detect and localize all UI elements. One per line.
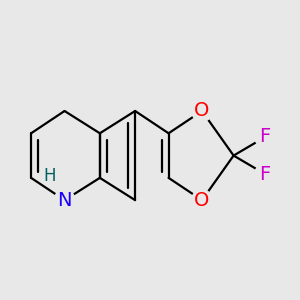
Circle shape (192, 100, 212, 122)
Text: N: N (57, 191, 72, 210)
Circle shape (54, 190, 75, 211)
Circle shape (255, 164, 276, 184)
Text: O: O (194, 191, 210, 210)
Text: O: O (194, 101, 210, 121)
Text: F: F (260, 128, 271, 146)
Circle shape (192, 190, 212, 211)
Circle shape (255, 127, 276, 147)
Text: H: H (44, 167, 56, 185)
Text: F: F (260, 165, 271, 184)
